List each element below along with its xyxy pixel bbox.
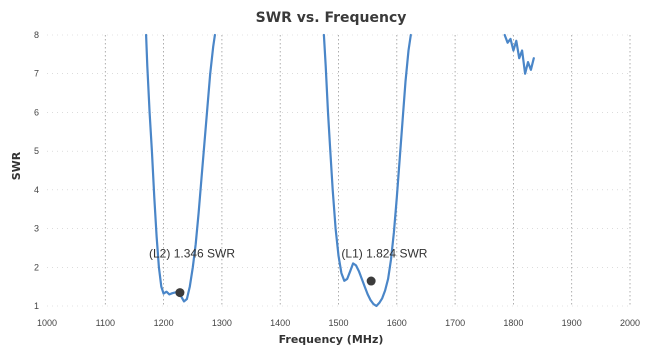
y-tick-label: 2 xyxy=(34,262,39,272)
x-tick-label: 1300 xyxy=(212,318,232,328)
x-tick-label: 1700 xyxy=(445,318,465,328)
annotation-label: (L2) 1.346 SWR xyxy=(149,247,235,261)
x-tick-label: 1200 xyxy=(154,318,174,328)
horizontal-gridlines xyxy=(47,34,630,307)
y-tick-label: 3 xyxy=(34,224,39,234)
x-tick-label: 1400 xyxy=(270,318,290,328)
x-tick-label: 1900 xyxy=(562,318,582,328)
x-tick-label: 1500 xyxy=(328,318,348,328)
y-axis-title: SWR xyxy=(10,151,23,180)
x-axis-ticks: 1000 1100 1200 1300 1400 1500 1600 1700 1800 1900… xyxy=(37,318,640,328)
x-tick-label: 2000 xyxy=(620,318,640,328)
swr-curve-segment xyxy=(503,33,535,75)
vertical-gridlines xyxy=(104,35,631,306)
swr-curve-segment xyxy=(145,33,216,303)
y-tick-label: 1 xyxy=(34,301,39,311)
marker-point xyxy=(175,288,185,298)
swr-series xyxy=(145,33,535,308)
annotations: (L2) 1.346 SWR (L1) 1.824 SWR xyxy=(149,247,428,261)
y-tick-label: 7 xyxy=(34,69,39,79)
y-tick-label: 4 xyxy=(34,185,39,195)
x-axis-title: Frequency (MHz) xyxy=(279,333,384,346)
y-tick-label: 6 xyxy=(34,107,39,117)
x-tick-label: 1600 xyxy=(387,318,407,328)
y-tick-label: 8 xyxy=(34,30,39,40)
x-tick-label: 1800 xyxy=(503,318,523,328)
x-tick-label: 1000 xyxy=(37,318,57,328)
x-tick-label: 1100 xyxy=(96,318,115,328)
y-axis-ticks: 1 2 3 4 5 6 7 8 xyxy=(34,30,39,311)
marker-point xyxy=(366,276,376,286)
annotation-label: (L1) 1.824 SWR xyxy=(341,247,427,261)
chart-title: SWR vs. Frequency xyxy=(256,10,407,26)
y-tick-label: 5 xyxy=(34,146,39,156)
swr-curve-segment xyxy=(322,33,412,308)
markers xyxy=(175,276,376,298)
